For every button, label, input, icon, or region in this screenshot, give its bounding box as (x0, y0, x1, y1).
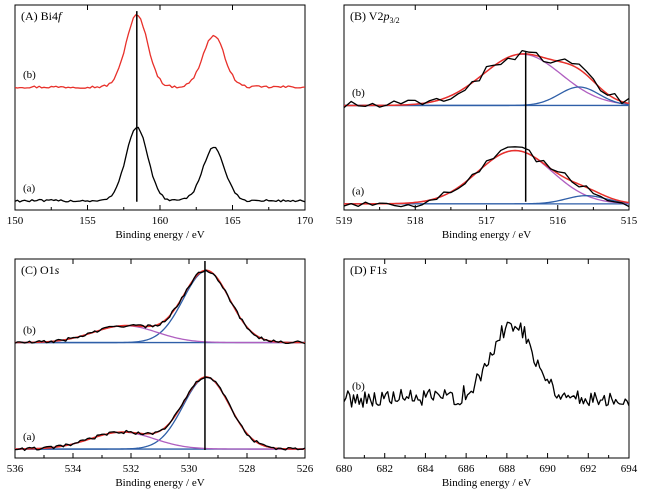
x-axis-label: Binding energy / eV (442, 229, 531, 241)
plot-frame (343, 4, 630, 211)
fit-envelope (14, 269, 306, 344)
series-label: (b) (23, 325, 36, 337)
series-label: (a) (23, 183, 36, 195)
series-label: (b) (352, 87, 365, 99)
fit-component-blue (344, 86, 630, 107)
fit-envelope (343, 149, 630, 205)
spectrum-line (14, 269, 306, 345)
spectrum-line (343, 49, 630, 109)
x-tick-label: 532 (123, 463, 140, 475)
panel-c: 536 534 532 530 528 526 Binding energy / eV (C)… (7, 258, 314, 489)
x-tick-label: 680 (336, 463, 353, 475)
panel-d: 680 682 684 686 688 690 692 694 Binding energy /… (336, 258, 638, 489)
panel-a: 150 155 160 165 170 Binding energy / eV (A) Bi… (7, 4, 314, 241)
spectrum-line (14, 376, 306, 452)
x-axis-label: Binding energy / eV (115, 477, 204, 489)
fit-component-blue (15, 270, 306, 344)
x-tick-label: 155 (79, 215, 96, 227)
spectrum-line (14, 126, 306, 203)
x-tick-label: 517 (478, 215, 495, 227)
spectrum-line (343, 321, 630, 408)
x-tick-label: 518 (407, 215, 424, 227)
panel-title: (B) V2p3/2 (350, 9, 400, 25)
panel-title: (C) O1s (21, 263, 60, 277)
x-axis-label: Binding energy / eV (442, 477, 531, 489)
fit-component-purple (343, 53, 630, 107)
series-label: (a) (23, 431, 36, 443)
series-label: (b) (352, 380, 365, 392)
x-tick-label: 684 (417, 463, 434, 475)
plot-frame (14, 258, 306, 459)
x-tick-label: 692 (580, 463, 597, 475)
spectrum-line (14, 14, 306, 89)
spectrum-line (343, 146, 630, 208)
plot-frame (343, 258, 630, 459)
x-tick-label: 526 (297, 463, 314, 475)
x-tick-label: 160 (152, 215, 169, 227)
x-tick-label: 516 (550, 215, 567, 227)
x-tick-label: 519 (336, 215, 353, 227)
x-tick-label: 165 (224, 215, 241, 227)
x-axis-label: Binding energy / eV (115, 229, 204, 241)
x-tick-label: 688 (499, 463, 516, 475)
fit-envelope (14, 376, 306, 450)
x-tick-label: 534 (65, 463, 82, 475)
plot-frame (14, 4, 306, 211)
x-tick-label: 150 (7, 215, 24, 227)
fit-envelope (343, 53, 630, 107)
x-tick-label: 690 (539, 463, 556, 475)
series-label: (b) (23, 69, 36, 81)
fit-component-blue (15, 376, 306, 450)
x-tick-label: 694 (621, 463, 638, 475)
x-tick-label: 528 (239, 463, 256, 475)
x-tick-label: 686 (458, 463, 475, 475)
series-label: (a) (352, 186, 365, 198)
panel-title: (A) Bi4f (21, 9, 63, 23)
x-tick-label: 682 (376, 463, 393, 475)
fit-component-blue (344, 194, 630, 205)
x-tick-label: 515 (621, 215, 638, 227)
x-tick-label: 536 (7, 463, 24, 475)
x-tick-label: 170 (297, 215, 314, 227)
panel-title: (D) F1s (350, 263, 387, 277)
x-tick-label: 530 (181, 463, 198, 475)
panel-b: 519 518 517 516 515 Binding energy / eV (B) V2… (336, 4, 638, 241)
